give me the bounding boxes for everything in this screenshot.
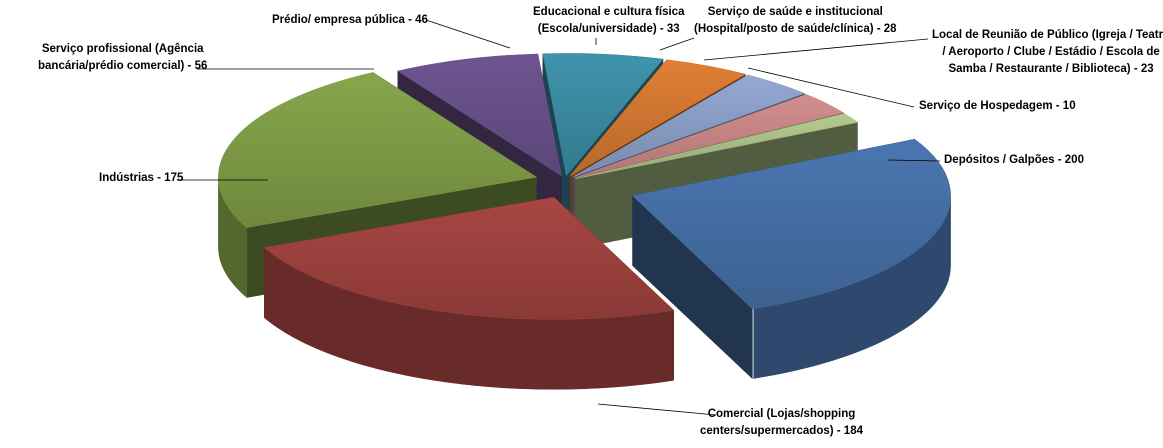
pie-slice: [263, 196, 675, 390]
slice-label-line: centers/supermercados) - 184: [700, 425, 863, 437]
slice-label-line: Comercial (Lojas/shopping: [707, 408, 856, 420]
slice-top: [397, 53, 562, 177]
slice-top: [263, 196, 675, 320]
slice-label-line: Samba / Restaurante / Biblioteca) - 23: [948, 63, 1154, 75]
slice-top: [569, 59, 747, 177]
slice-label-line: Serviço de saúde e institucional: [707, 6, 883, 18]
slice-label-line: Depósitos / Galpões - 200: [944, 154, 1084, 166]
leader-line: [703, 38, 929, 61]
leader-line: [425, 19, 511, 49]
slice-label-line: (Escola/universidade) - 33: [537, 23, 680, 35]
slice-top: [218, 72, 538, 228]
slice-top: [631, 138, 951, 310]
slice-top: [572, 74, 806, 178]
slice-label: Serviço de saúde e institucional (Hospita…: [694, 4, 897, 38]
slice-label-line: Educacional e cultura física: [533, 6, 685, 18]
leader-line: [887, 159, 941, 162]
slice-top: [575, 113, 859, 179]
slice-label-line: Local de Reunião de Público (Igreja / Te…: [932, 29, 1163, 41]
slice-label: Educacional e cultura física (Escola/univ…: [533, 4, 684, 38]
slice-label-line: / Aeroporto / Clube / Estádio / Escola d…: [942, 46, 1160, 58]
slice-label: Depósitos / Galpões - 200: [944, 152, 1084, 169]
slice-label-line: (Hospital/posto de saúde/clínica) - 28: [694, 23, 897, 35]
slice-label: Local de Reunião de Público (Igreja / Te…: [932, 27, 1163, 78]
slice-label-line: Serviço de Hospedagem - 10: [919, 100, 1076, 112]
leader-line: [659, 37, 695, 51]
slice-label-line: Serviço profissional (Agência: [41, 43, 204, 55]
slice-label-line: bancária/prédio comercial) - 56: [38, 60, 208, 72]
slice-label: Serviço de Hospedagem - 10: [919, 98, 1076, 115]
slice-label: Serviço profissional (Agência bancária/pr…: [38, 41, 207, 75]
slice-top: [542, 53, 664, 177]
slice-top: [574, 94, 845, 179]
leader-lines: [177, 19, 941, 416]
pie-slice: [631, 138, 951, 380]
slice-label-line: Indústrias - 175: [99, 172, 184, 184]
slice-label-line: Prédio/ empresa pública - 46: [272, 14, 428, 26]
slice-label: Comercial (Lojas/shopping centers/superme…: [700, 406, 863, 440]
slice-label: Indústrias - 175: [99, 170, 183, 187]
leader-line: [747, 67, 915, 108]
slice-label: Prédio/ empresa pública - 46: [272, 12, 428, 29]
leader-line: [597, 403, 717, 416]
